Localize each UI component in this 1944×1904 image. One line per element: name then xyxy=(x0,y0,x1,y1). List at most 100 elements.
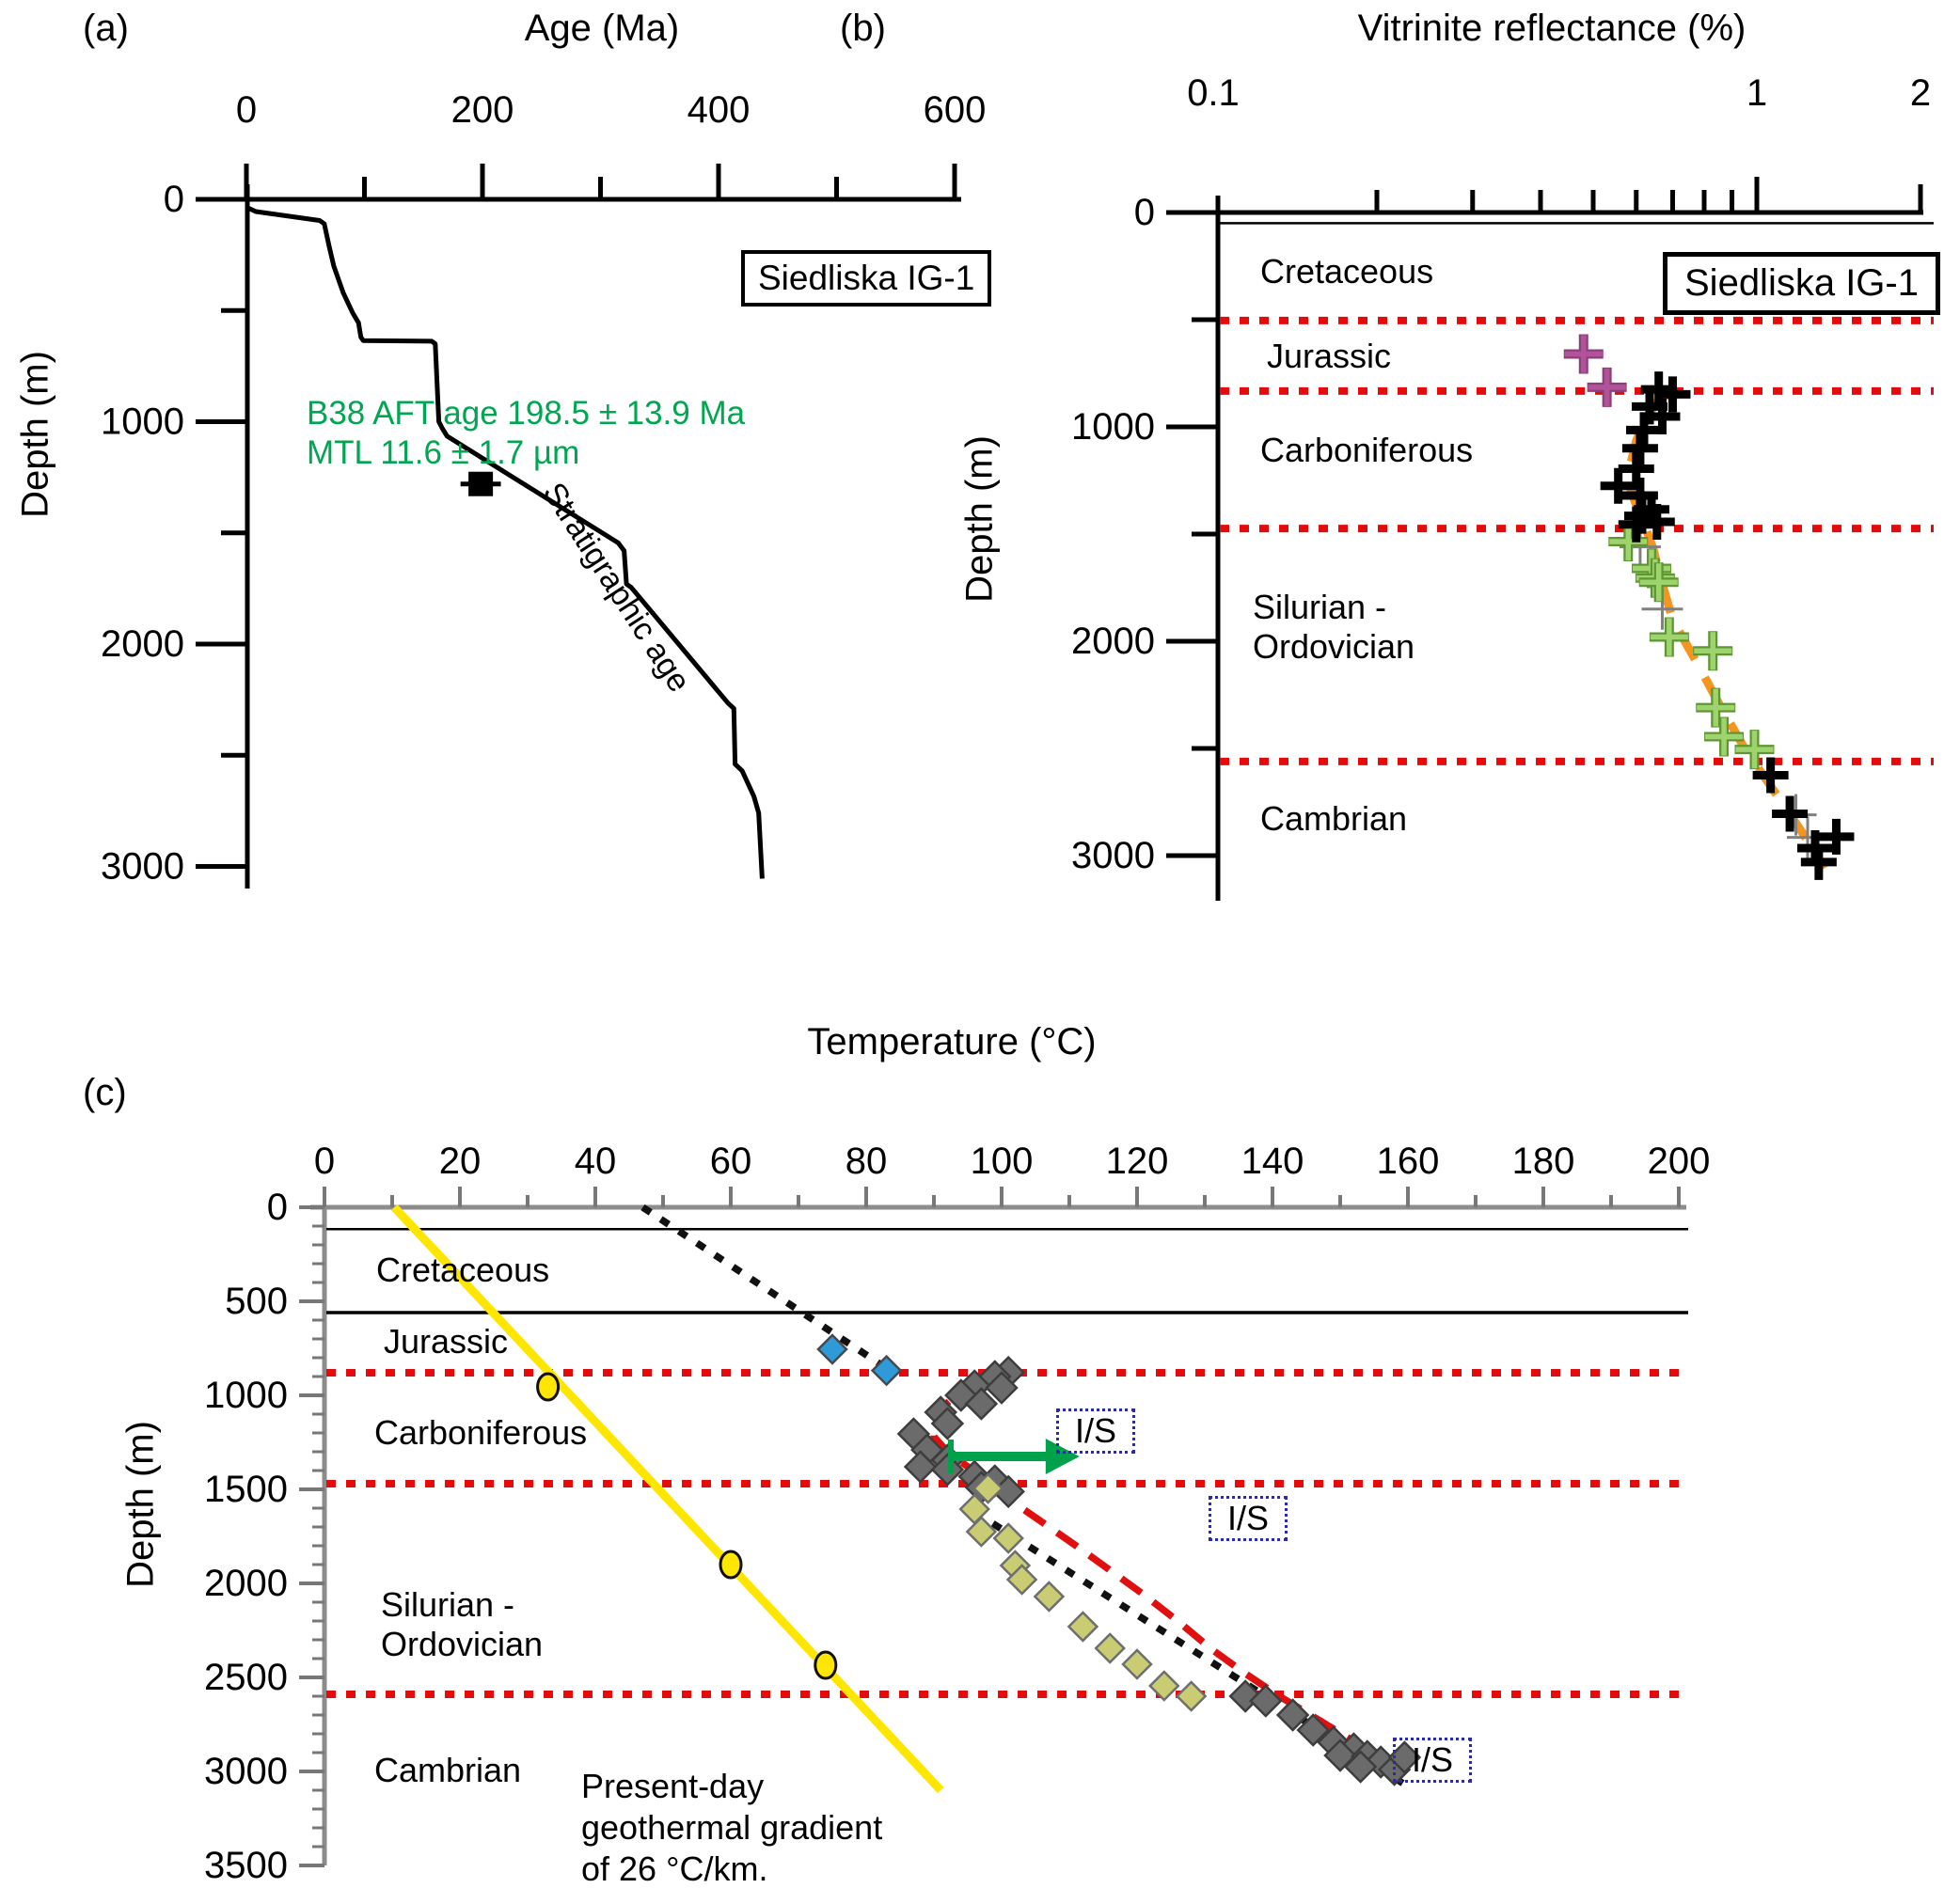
b-y-tick-label: 2000 xyxy=(1071,621,1155,662)
a-x-tick-label: 400 xyxy=(688,89,751,131)
b-label-carboniferous: Carboniferous xyxy=(1260,431,1474,469)
b-point-cambrian_samples xyxy=(1772,795,1809,832)
a-x-tick-label: 200 xyxy=(451,89,514,131)
c-y-tick-label: 0 xyxy=(267,1187,288,1228)
gradient-note-line1: Present-day xyxy=(581,1767,765,1805)
a-y-tick-label: 3000 xyxy=(101,846,184,888)
is-box-1-label: I/S xyxy=(1074,1411,1116,1450)
b-point-cambrian_samples xyxy=(1800,843,1837,880)
c-y-tick-label: 3000 xyxy=(204,1751,288,1792)
c-point-borehole_temperature_circles xyxy=(814,1650,838,1680)
c-point-borehole_temperature_circles xyxy=(536,1372,561,1402)
b-point-silurian_ordovician_samples xyxy=(1639,563,1678,602)
c-point-olive_IS_temperatures xyxy=(1121,1648,1153,1680)
a-y-tick-label: 2000 xyxy=(101,623,184,665)
b-x-tick-label: 2 xyxy=(1910,72,1931,114)
c-x-tick-label: 100 xyxy=(971,1141,1034,1182)
c-label-ordovician: Ordovician xyxy=(381,1625,544,1663)
c-x-tick-label: 120 xyxy=(1106,1141,1169,1182)
panel-b-letter: (b) xyxy=(840,8,886,49)
c-label-carboniferous: Carboniferous xyxy=(374,1413,588,1452)
c-y-tick-label: 3500 xyxy=(204,1845,288,1886)
panel-c-plot: 0 20 40 60 80 100 120 140 160 180 2000500100015002… xyxy=(204,1141,1710,1886)
c-label-cretaceous: Cretaceous xyxy=(376,1251,550,1289)
c-point-gray_IS_temperatures xyxy=(985,1371,1019,1405)
c-line-modelled_paleotemperature xyxy=(930,1369,1411,1779)
b-label-jurassic: Jurassic xyxy=(1267,337,1392,375)
panel-a-well-box: Siedliska IG-1 xyxy=(741,250,992,307)
c-point-olive_IS_temperatures xyxy=(965,1516,998,1548)
c-x-tick-label: 140 xyxy=(1241,1141,1304,1182)
b-point-cambrian_samples xyxy=(1752,757,1789,794)
c-point-gray_IS_temperatures xyxy=(930,1453,965,1487)
is-box-2-label: I/S xyxy=(1226,1499,1269,1537)
c-point-gray_IS_temperatures xyxy=(930,1407,965,1440)
b-point-jurassic_samples xyxy=(1564,335,1603,373)
b-point-jurassic_samples xyxy=(1588,368,1626,406)
c-point-olive_IS_temperatures xyxy=(1033,1581,1066,1613)
is-box-3: I/S xyxy=(1393,1738,1472,1783)
c-x-tick-label: 180 xyxy=(1512,1141,1575,1182)
c-x-tick-label: 200 xyxy=(1648,1141,1711,1182)
panel-a-depth-label: Depth (m) xyxy=(14,351,56,518)
stratigraphic-age-curve xyxy=(247,206,765,879)
is-arrow-head xyxy=(1045,1439,1080,1474)
b-x-tick-label: 1 xyxy=(1746,72,1767,114)
is-box-1: I/S xyxy=(1056,1408,1135,1454)
panel-c-depth-label: Depth (m) xyxy=(119,1421,162,1588)
c-x-tick-label: 0 xyxy=(314,1141,335,1182)
panel-c-letter: (c) xyxy=(83,1072,127,1113)
c-point-blue_diamond_temperatures xyxy=(870,1354,903,1387)
panel-b-well-box: Siedliska IG-1 xyxy=(1663,252,1940,315)
b-point-silurian_ordovician_samples xyxy=(1735,731,1774,769)
b-y-tick-label: 0 xyxy=(1134,192,1155,233)
a-y-tick-label: 1000 xyxy=(101,401,184,443)
c-point-blue_diamond_temperatures xyxy=(816,1333,848,1365)
c-point-gray_IS_temperatures xyxy=(944,1378,978,1412)
c-point-olive_IS_temperatures xyxy=(1005,1564,1038,1596)
b-point-carboniferous_samples xyxy=(1654,376,1691,413)
b-x-tick-label: 0.1 xyxy=(1187,72,1240,114)
c-x-tick-label: 160 xyxy=(1377,1141,1440,1182)
c-y-tick-label: 2500 xyxy=(204,1657,288,1698)
c-point-olive_IS_temperatures xyxy=(1175,1680,1208,1712)
b-point-silurian_ordovician_samples xyxy=(1609,522,1648,560)
gradient-note-line2: geothermal gradient xyxy=(581,1808,883,1847)
c-point-gray_IS_temperatures xyxy=(964,1387,999,1421)
b-point-silurian_ordovician_samples xyxy=(1694,632,1732,670)
b-point-carboniferous_samples xyxy=(1600,467,1636,504)
aft-annotation-line1: B38 AFT age 198.5 ± 13.9 Ma xyxy=(307,395,746,432)
b-point-cambrian_samples xyxy=(1818,818,1855,855)
b-point-silurian_ordovician_samples xyxy=(1697,688,1735,727)
b-point-carboniferous_samples xyxy=(1618,506,1654,543)
panel-b-axis-title: Vitrinite reflectance (%) xyxy=(1357,8,1746,49)
a-x-tick-label: 0 xyxy=(236,89,257,131)
c-y-tick-label: 2000 xyxy=(204,1563,288,1604)
b-label-cretaceous: Cretaceous xyxy=(1260,252,1434,291)
aft-sample-square xyxy=(468,471,494,496)
c-x-tick-label: 40 xyxy=(575,1141,617,1182)
c-line-present_day_gradient_line xyxy=(390,1204,944,1794)
b-label-ordovician: Ordovician xyxy=(1253,627,1415,666)
c-point-olive_IS_temperatures xyxy=(1094,1632,1126,1664)
panel-a-plot: 0 200 400 600 0 1000 2000 3000 xyxy=(101,89,986,889)
b-y-tick-label: 1000 xyxy=(1071,406,1155,448)
panel-c-axis-title: Temperature (°C) xyxy=(807,1021,1097,1062)
a-x-tick-label: 600 xyxy=(924,89,987,131)
c-point-gray_IS_temperatures xyxy=(1296,1713,1330,1747)
c-x-tick-label: 20 xyxy=(439,1141,482,1182)
b-y-tick-label: 3000 xyxy=(1071,835,1155,876)
b-label-cambrian: Cambrian xyxy=(1260,799,1408,838)
is-box-2: I/S xyxy=(1209,1496,1288,1541)
panel-a-axis-title: Age (Ma) xyxy=(524,8,680,49)
b-point-silurian_ordovician_samples xyxy=(1650,618,1688,656)
c-point-olive_IS_temperatures xyxy=(1067,1611,1099,1643)
b-point-silurian_ordovician_samples xyxy=(1705,717,1744,756)
c-label-cambrian: Cambrian xyxy=(374,1751,522,1789)
c-point-gray_IS_temperatures xyxy=(903,1450,938,1484)
c-point-gray_IS_temperatures xyxy=(1249,1684,1283,1718)
c-point-olive_IS_temperatures xyxy=(972,1472,1004,1504)
a-y-tick-label: 0 xyxy=(164,179,184,220)
